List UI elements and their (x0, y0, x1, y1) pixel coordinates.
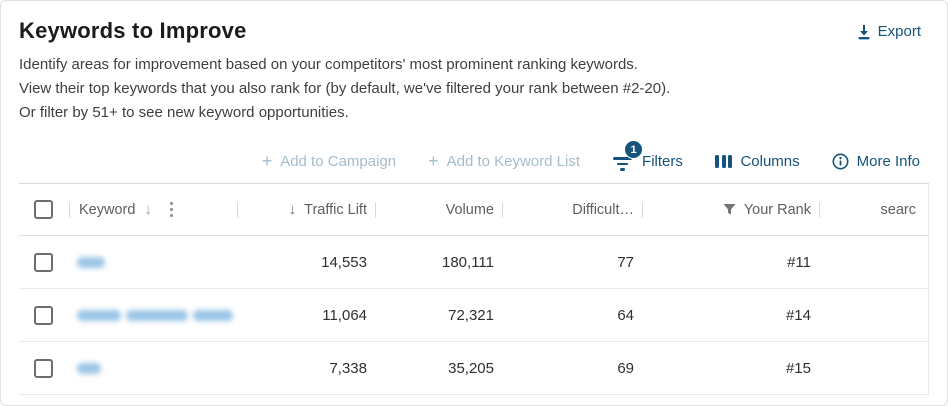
row-checkbox[interactable] (34, 305, 53, 325)
column-divider (237, 202, 238, 217)
header-checkbox-cell (19, 184, 73, 235)
difficulty-value: 64 (617, 306, 634, 324)
column-divider (642, 202, 643, 217)
column-divider (502, 202, 503, 217)
redacted-keyword-blur (77, 256, 105, 268)
header-keyword[interactable]: Keyword ↓ (73, 184, 241, 235)
keyword-link-redacted[interactable] (73, 256, 241, 268)
row-checkbox-cell (19, 289, 73, 341)
info-circle-icon (832, 153, 849, 170)
your-rank-value: #14 (785, 306, 811, 324)
header-search-partial-label: searc (880, 201, 916, 218)
columns-button[interactable]: Columns (714, 152, 800, 170)
description-line-1: Identify areas for improvement based on … (19, 56, 638, 73)
filter-funnel-icon (723, 203, 736, 216)
your-rank-value: #15 (785, 359, 811, 377)
column-divider (375, 202, 376, 217)
add-to-keyword-list-button[interactable]: + Add to Keyword List (428, 152, 580, 170)
download-icon (857, 24, 871, 40)
table-header-row: Keyword ↓ ↓ Traffic Lift Volume Difficul… (19, 184, 928, 236)
header-difficulty[interactable]: Difficult… (506, 184, 646, 235)
add-to-campaign-button[interactable]: + Add to Campaign (262, 152, 396, 170)
columns-label: Columns (740, 152, 800, 170)
difficulty-value: 69 (617, 359, 634, 377)
volume-value: 72,321 (448, 306, 494, 324)
volume-value: 180,111 (442, 253, 494, 271)
column-divider (69, 202, 70, 217)
sort-desc-icon: ↓ (288, 201, 297, 218)
your-rank-value: #11 (787, 253, 811, 271)
header-your-rank[interactable]: Your Rank (646, 184, 823, 235)
kebab-menu-icon[interactable] (167, 199, 176, 220)
add-to-keyword-list-label: Add to Keyword List (446, 152, 581, 170)
description: Identify areas for improvement based on … (1, 44, 947, 125)
row-checkbox-cell (19, 342, 73, 394)
more-info-button[interactable]: More Info (832, 153, 920, 170)
more-info-label: More Info (856, 152, 920, 170)
table-row: 7,338 35,205 69 #15 (19, 342, 928, 395)
add-to-campaign-label: Add to Campaign (280, 152, 397, 170)
header-keyword-label: Keyword (79, 201, 136, 218)
export-button[interactable]: Export (857, 23, 921, 40)
redacted-keyword-blur (77, 309, 121, 321)
filter-lines-icon: 1 (612, 140, 644, 171)
header-your-rank-label: Your Rank (743, 201, 811, 218)
plus-icon: + (261, 151, 273, 171)
row-checkbox-cell (19, 236, 73, 288)
difficulty-value: 77 (617, 253, 634, 271)
redacted-keyword-blur (193, 309, 233, 321)
header-traffic-lift[interactable]: ↓ Traffic Lift (241, 184, 379, 235)
keywords-table: Keyword ↓ ↓ Traffic Lift Volume Difficul… (19, 184, 929, 395)
table-row: 14,553 180,111 77 #11 (19, 236, 928, 289)
page-title: Keywords to Improve (19, 18, 247, 43)
card-header: Keywords to Improve Export (1, 1, 947, 44)
keyword-link-redacted[interactable] (73, 309, 241, 321)
redacted-keyword-blur (77, 362, 101, 374)
export-label: Export (877, 23, 921, 40)
plus-icon: + (428, 151, 439, 171)
volume-value: 35,205 (448, 359, 494, 377)
header-volume-label: Volume (445, 201, 494, 218)
traffic-lift-value: 14,553 (321, 253, 367, 271)
row-checkbox[interactable] (34, 358, 53, 378)
sort-desc-icon[interactable]: ↓ (144, 201, 152, 218)
columns-icon (714, 154, 733, 168)
description-line-2: View their top keywords that you also ra… (19, 80, 671, 97)
filters-count-badge: 1 (624, 140, 644, 160)
redacted-keyword-blur (126, 309, 188, 321)
filters-button[interactable]: 1 Filters (612, 140, 683, 171)
table-toolbar: + Add to Campaign + Add to Keyword List … (19, 139, 929, 184)
keyword-link-redacted[interactable] (73, 362, 241, 374)
header-search-partial[interactable]: searc (823, 184, 928, 235)
table-row: 11,064 72,321 64 #14 (19, 289, 928, 342)
header-volume[interactable]: Volume (379, 184, 506, 235)
header-traffic-lift-label: Traffic Lift (304, 201, 367, 218)
filters-label: Filters (642, 152, 683, 170)
column-divider (819, 202, 820, 217)
traffic-lift-value: 11,064 (322, 306, 367, 324)
select-all-checkbox[interactable] (34, 200, 53, 219)
traffic-lift-value: 7,338 (329, 359, 367, 377)
header-difficulty-label: Difficult… (572, 201, 634, 218)
row-checkbox[interactable] (34, 252, 53, 272)
description-line-3: Or filter by 51+ to see new keyword oppo… (19, 104, 349, 121)
